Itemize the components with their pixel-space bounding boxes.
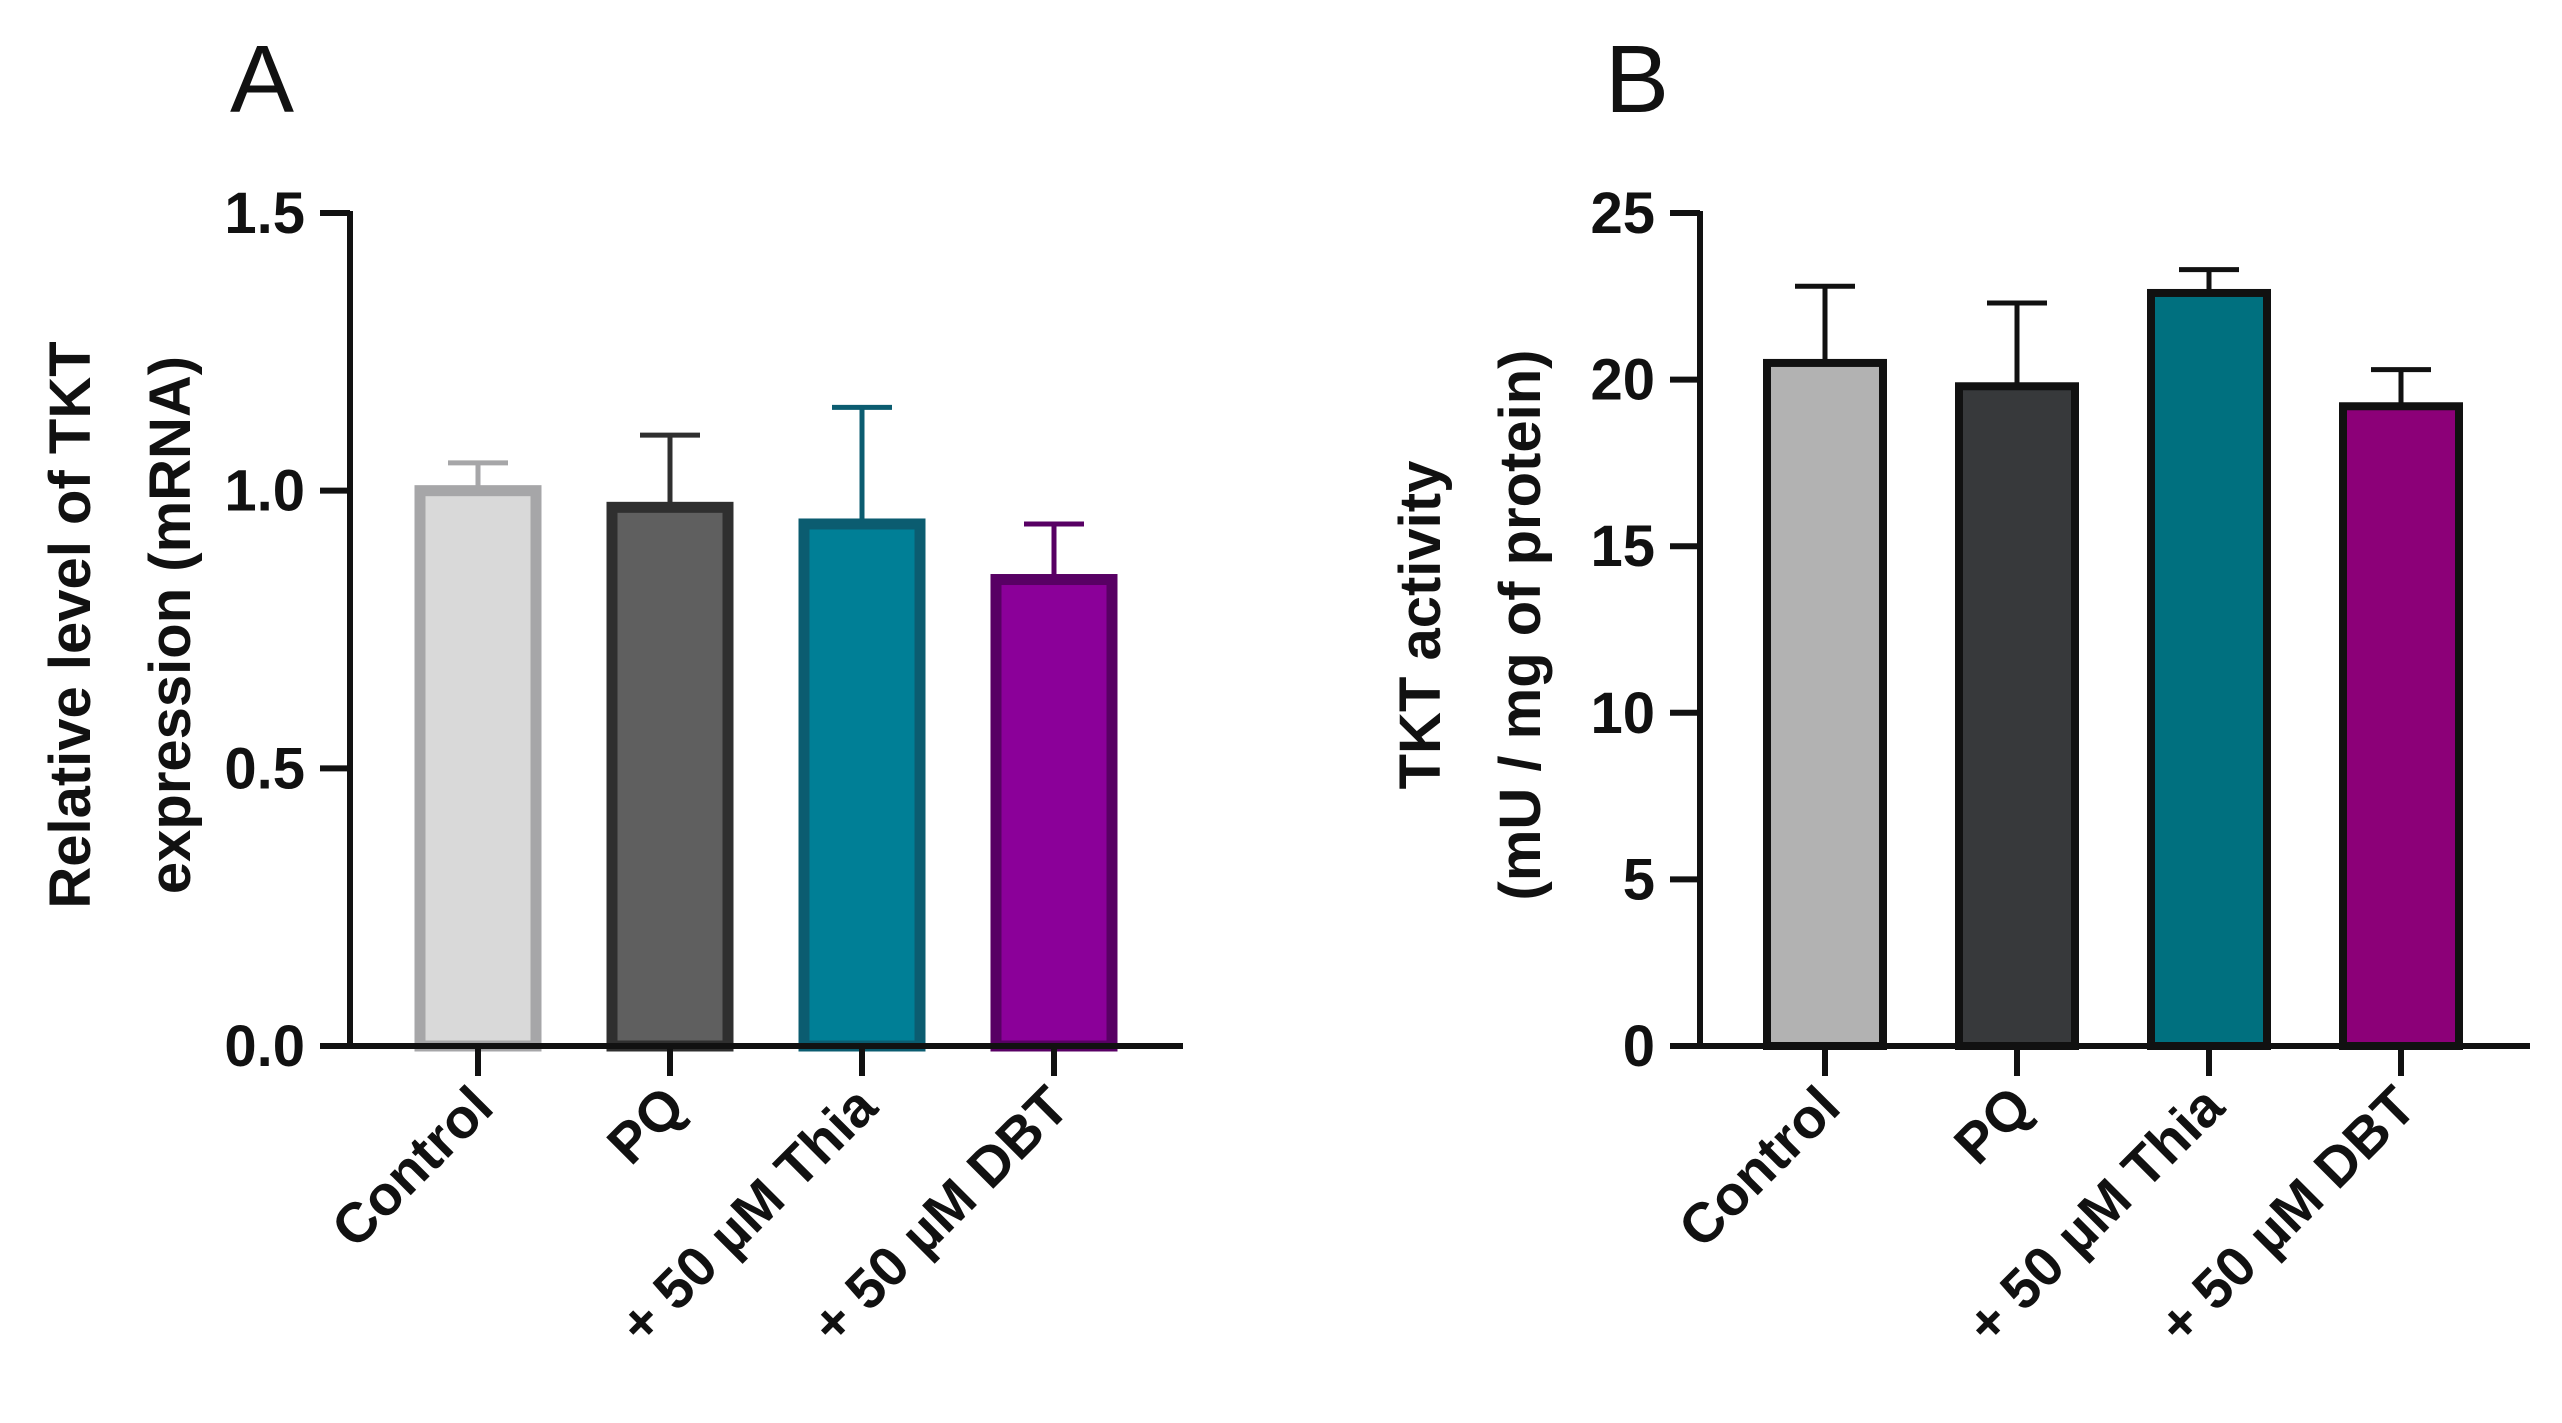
panel-b-y-tick-label: 10 xyxy=(1590,681,1655,746)
panel-b-bar xyxy=(2339,402,2463,1051)
panel-a-category-label: Control xyxy=(319,1074,504,1259)
panel-a-bar xyxy=(414,485,542,1052)
panel-a-bar xyxy=(990,574,1118,1052)
panel-b-y-tick-label: 25 xyxy=(1590,181,1655,246)
panel-b-ylabel-line1: TKT activity xyxy=(1388,461,1453,790)
panel-b-ylabel-line2: (mU / mg of protein) xyxy=(1488,350,1553,901)
panel-b-y-tick-label: 0 xyxy=(1623,1014,1655,1079)
panel-a-y-tick-label: 0.5 xyxy=(224,736,305,801)
panel-a-bar xyxy=(798,518,926,1052)
panel-a-chart: A Relative level of TKT expression (mRNA… xyxy=(38,26,1183,1356)
panel-b-category-label: Control xyxy=(1666,1074,1851,1259)
panel-b-bar xyxy=(2147,288,2271,1050)
panel-b-bar xyxy=(1763,358,1887,1050)
panel-a-y-tick-label: 1.5 xyxy=(224,181,305,246)
panel-b-letter: B xyxy=(1605,26,1669,133)
panel-b-bar xyxy=(1955,382,2079,1051)
panel-b-category-label: PQ xyxy=(1942,1074,2044,1176)
panel-a-y-tick-label: 1.0 xyxy=(224,459,305,524)
panel-b-chart: B TKT activity (mU / mg of protein) 0 5 10… xyxy=(1388,26,2530,1356)
panel-b-y-tick-label: 5 xyxy=(1623,847,1655,912)
panel-b-y-tick-label: 20 xyxy=(1590,348,1655,413)
panel-a-y-tick-label: 0.0 xyxy=(224,1014,305,1079)
panel-a-bar xyxy=(606,501,734,1052)
panel-b-y-tick-label: 15 xyxy=(1590,514,1655,579)
panel-a-ylabel-line1: Relative level of TKT xyxy=(38,341,103,908)
panel-a-ylabel-line2: expression (mRNA) xyxy=(138,356,203,894)
panel-a-letter: A xyxy=(230,26,294,133)
panel-a-category-label: PQ xyxy=(595,1074,697,1176)
